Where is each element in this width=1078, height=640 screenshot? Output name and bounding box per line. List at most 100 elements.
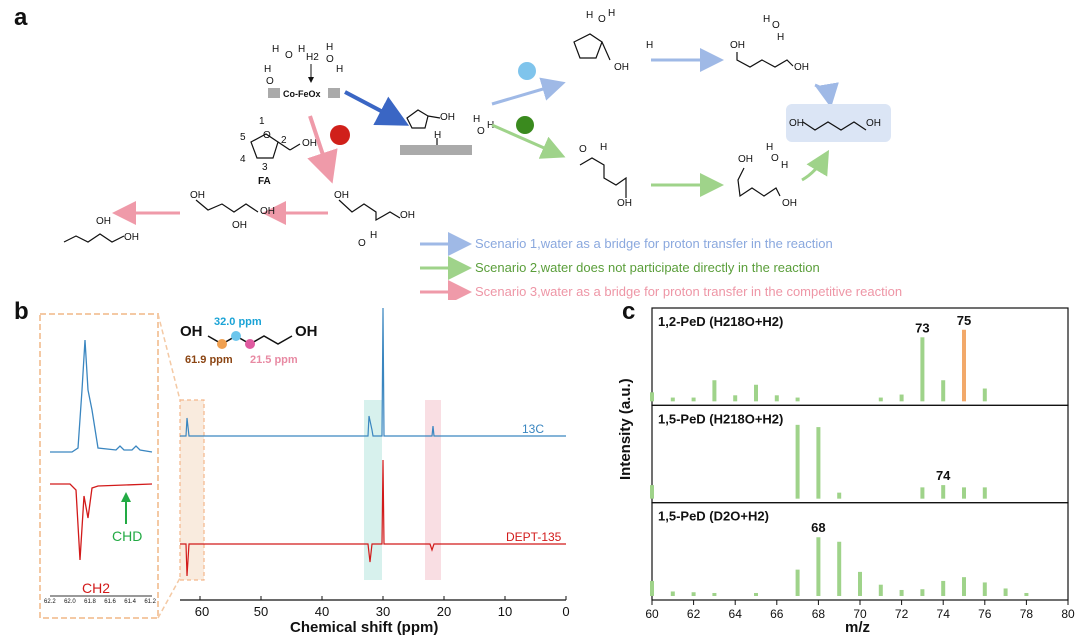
ms-y-label: Intensity (a.u.) [617, 378, 634, 480]
ms-peak-bar [878, 584, 883, 596]
band-61-9 [180, 400, 204, 580]
ms-panel-label: 1,2-PeD (H218O+H2) [658, 314, 783, 329]
ms-peak-bar [670, 591, 675, 596]
ms-peak-bar [837, 541, 842, 596]
svg-text:H: H [586, 10, 593, 21]
ms-peak-bar [1003, 588, 1008, 596]
surface-bar [400, 145, 472, 155]
chd-label: CHD [112, 528, 143, 544]
inset-box [39, 313, 159, 619]
ms-peak-annotation: 68 [811, 520, 825, 535]
svg-text:H: H [781, 160, 788, 171]
ms-peak-bar [670, 397, 675, 402]
ms-peak-bar [920, 337, 925, 402]
ms-x-tick-label: 62 [687, 607, 701, 621]
svg-text:H: H [646, 40, 653, 51]
ms-peak-bar [754, 384, 758, 402]
svg-text:H: H [298, 44, 305, 55]
nmr-tick-20: 20 [436, 604, 452, 619]
svg-text:H: H [264, 64, 271, 75]
scenario-2-label: Scenario 2,water does not participate di… [475, 260, 820, 275]
svg-text:OH: OH [617, 198, 632, 209]
svg-text:1: 1 [259, 116, 265, 127]
neutral-face-icon [516, 116, 534, 134]
ms-peak-bar [754, 592, 758, 596]
ms-peak-bar [858, 571, 862, 596]
ms-x-tick-label: 74 [937, 607, 951, 621]
shift-c3-label: 21.5 ppm [250, 354, 298, 366]
scenario-3-label: Scenario 3,water as a bridge for proton … [475, 284, 903, 299]
sad-face-icon [330, 125, 350, 145]
ms-peak-annotation: 75 [957, 313, 971, 328]
panel-a-letter: a [14, 4, 28, 31]
ms-peak-bar [712, 380, 717, 402]
ms-peak-bar [982, 388, 987, 402]
svg-text:3: 3 [262, 162, 268, 173]
svg-text:OH: OH [730, 40, 745, 51]
ms-x-tick-label: 72 [895, 607, 909, 621]
inset-ticks: 62.2 62.0 61.8 61.6 61.4 61.2 [44, 599, 156, 605]
svg-text:OH: OH [794, 62, 809, 73]
svg-text:O: O [285, 50, 293, 61]
svg-text:H: H [487, 120, 494, 131]
svg-text:O: O [772, 20, 780, 31]
dept-trace [180, 459, 566, 577]
band-21-5 [425, 400, 441, 580]
svg-text:OH: OH [866, 118, 881, 129]
svg-text:O: O [771, 153, 779, 164]
ms-peak-bar [941, 380, 946, 402]
svg-text:4: 4 [240, 154, 246, 165]
svg-text:2: 2 [281, 135, 287, 146]
fa-label: FA [258, 176, 271, 187]
ms-peak-bar [982, 582, 987, 596]
svg-text:O: O [579, 144, 587, 155]
svg-text:OH: OH [738, 154, 753, 165]
svg-text:O: O [358, 238, 366, 249]
ms-peak-bar [837, 492, 842, 499]
svg-text:H: H [763, 14, 770, 25]
ms-peak-bar [962, 487, 966, 499]
ms-peak-bar [650, 580, 654, 596]
shift-c2-label: 32.0 ppm [214, 316, 262, 328]
ms-peak-bar [920, 487, 925, 499]
svg-text:OH: OH [96, 216, 111, 227]
ms-peak-bar [712, 592, 717, 596]
svg-text:OH: OH [789, 118, 804, 129]
ms-peak-bar [941, 580, 946, 596]
ms-x-tick-label: 78 [1020, 607, 1034, 621]
svg-text:OH: OH [334, 190, 349, 201]
ms-peak-bar [650, 485, 654, 499]
product-box [786, 104, 891, 142]
ms-peak-bar [691, 592, 696, 596]
svg-text:H: H [272, 44, 279, 55]
inset-c13-trace [50, 339, 153, 453]
ms-peak-bar [878, 397, 883, 402]
ms-peak-bar [733, 395, 738, 402]
ms-peak-bar [962, 577, 966, 596]
nmr-tick-0: 0 [562, 604, 570, 619]
ms-x-tick-label: 70 [853, 607, 867, 621]
svg-text:O: O [266, 76, 274, 87]
ho-left-label: OH [180, 323, 203, 340]
svg-text:H: H [370, 230, 377, 241]
nmr-tick-40: 40 [314, 604, 330, 619]
nmr-x-label: Chemical shift (ppm) [290, 619, 439, 636]
ms-peak-bar [899, 394, 904, 402]
ms-peak-bar [1024, 592, 1029, 596]
ms-peak-bar [920, 589, 925, 596]
happy-face-icon [518, 62, 536, 80]
ms-x-tick-label: 66 [770, 607, 784, 621]
svg-text:H: H [608, 8, 615, 19]
panel-b-letter: b [14, 298, 29, 325]
shift-c1-label: 61.9 ppm [185, 354, 233, 366]
ms-peak-bar [899, 589, 904, 596]
svg-text:H: H [766, 142, 773, 153]
svg-text:O: O [477, 126, 485, 137]
ms-peak-bar [774, 395, 779, 402]
ms-peak-annotation: 74 [936, 468, 951, 483]
ms-peak-bar [795, 397, 800, 402]
water-molecules: HOH HOH HO H2 [264, 42, 343, 87]
svg-text:OH: OH [124, 232, 139, 243]
ms-peak-bar [816, 427, 821, 499]
ms-x-tick-label: 80 [1061, 607, 1075, 621]
